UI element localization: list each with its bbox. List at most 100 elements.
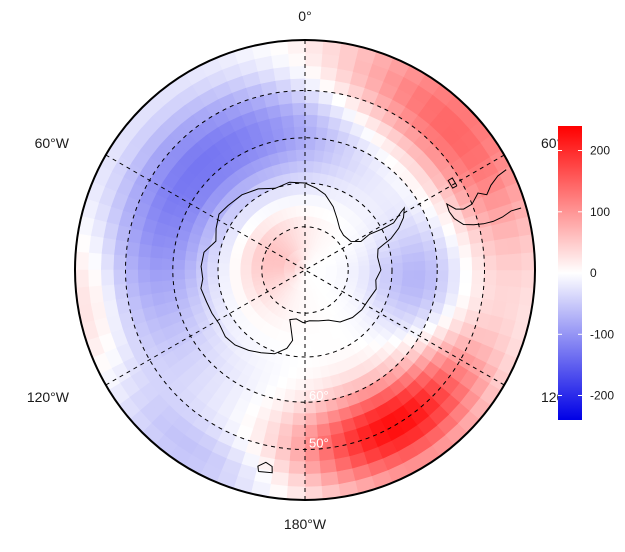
field-cell — [436, 269, 450, 282]
field-cell — [272, 459, 291, 475]
field-cell — [471, 255, 485, 271]
field-cell — [285, 377, 297, 391]
field-cell — [75, 251, 89, 271]
field-cell — [495, 253, 510, 271]
field-cell — [125, 241, 140, 258]
field-cell — [278, 102, 294, 117]
field-cell — [336, 269, 349, 274]
field-cell — [292, 412, 306, 426]
field-cell — [435, 280, 449, 293]
field-cell — [261, 266, 274, 271]
field-cell — [113, 283, 129, 301]
colorbar-tick-label: -100 — [590, 327, 614, 341]
latitude-circle — [217, 182, 393, 358]
longitude-label: 120°W — [27, 389, 70, 405]
field-cell — [446, 245, 461, 260]
field-cell — [296, 356, 306, 369]
field-cell — [287, 366, 298, 380]
latitude-labels: 60° 50° — [309, 388, 329, 450]
field-cell — [295, 148, 306, 162]
field-cell — [290, 436, 306, 450]
field-cell — [470, 282, 485, 299]
field-cell — [304, 90, 320, 104]
field-cell — [304, 473, 323, 488]
latitude-label: 60° — [309, 388, 329, 403]
field-cell — [312, 160, 323, 174]
field-cell — [402, 269, 415, 279]
field-cell — [304, 77, 321, 92]
field-cell — [206, 269, 219, 279]
field-cell — [217, 262, 230, 271]
colorbar-tick-label: 0 — [590, 266, 597, 280]
field-cell — [296, 367, 306, 380]
field-cell — [458, 281, 473, 297]
field-cell — [293, 401, 306, 415]
field-cell — [304, 52, 323, 67]
field-cell — [296, 171, 306, 184]
field-cell — [297, 345, 306, 358]
latitude-circle — [172, 137, 438, 403]
field-cell — [160, 258, 174, 271]
field-cell — [304, 160, 314, 173]
field-cell — [304, 171, 314, 184]
field-cell — [296, 160, 306, 173]
colorbar: 200 100 0 -100 -200 — [558, 126, 614, 420]
field-cell — [125, 269, 139, 285]
field-cell — [289, 448, 306, 463]
field-cell — [291, 344, 300, 358]
field-cell — [423, 279, 438, 292]
field-cell — [100, 269, 115, 287]
field-cell — [87, 269, 102, 288]
field-cell — [88, 235, 104, 255]
field-cell — [521, 251, 535, 271]
field-cell — [87, 252, 102, 271]
field-cell — [304, 215, 310, 228]
field-cell — [289, 77, 306, 92]
field-cell — [276, 90, 293, 105]
field-cell — [304, 486, 324, 500]
field-cell — [304, 193, 312, 206]
field-cell — [304, 102, 319, 116]
field-cell — [424, 259, 438, 271]
field-cell — [391, 269, 404, 279]
field-cell — [217, 256, 231, 265]
field-cell — [288, 65, 306, 80]
field-cell — [304, 137, 316, 151]
field-cell — [88, 285, 104, 305]
field-cell — [288, 460, 306, 475]
antarctica-coastline — [200, 181, 405, 355]
field-cell — [291, 102, 306, 116]
field-cell — [402, 261, 415, 271]
field-cell — [391, 261, 404, 271]
field-cell — [447, 257, 461, 271]
field-cell — [172, 269, 186, 281]
field-cell — [280, 411, 295, 426]
colorbar-tick-label: -200 — [590, 389, 614, 403]
coastline — [200, 169, 522, 474]
field-cell — [380, 262, 393, 271]
field-cell — [508, 252, 523, 271]
field-cell — [304, 226, 309, 239]
field-cell — [206, 254, 220, 264]
field-cell — [304, 148, 315, 162]
field-cell — [286, 40, 306, 54]
field-cell — [299, 323, 306, 336]
field-cell — [301, 301, 306, 314]
field-cell — [315, 114, 330, 129]
colorbar-tick-label: 100 — [590, 205, 610, 219]
field-cell — [183, 260, 197, 271]
field-cell — [184, 250, 198, 262]
field-cell — [494, 284, 510, 303]
field-cell — [137, 281, 152, 297]
anomaly-field — [75, 40, 535, 500]
field-cell — [304, 65, 322, 80]
field-cell — [347, 269, 360, 275]
field-cell — [137, 243, 152, 259]
field-cell — [436, 258, 450, 271]
field-cell — [112, 254, 127, 271]
field-cell — [172, 259, 186, 271]
field-cell — [270, 53, 290, 69]
field-cell — [282, 126, 295, 140]
field-cell — [292, 114, 306, 128]
